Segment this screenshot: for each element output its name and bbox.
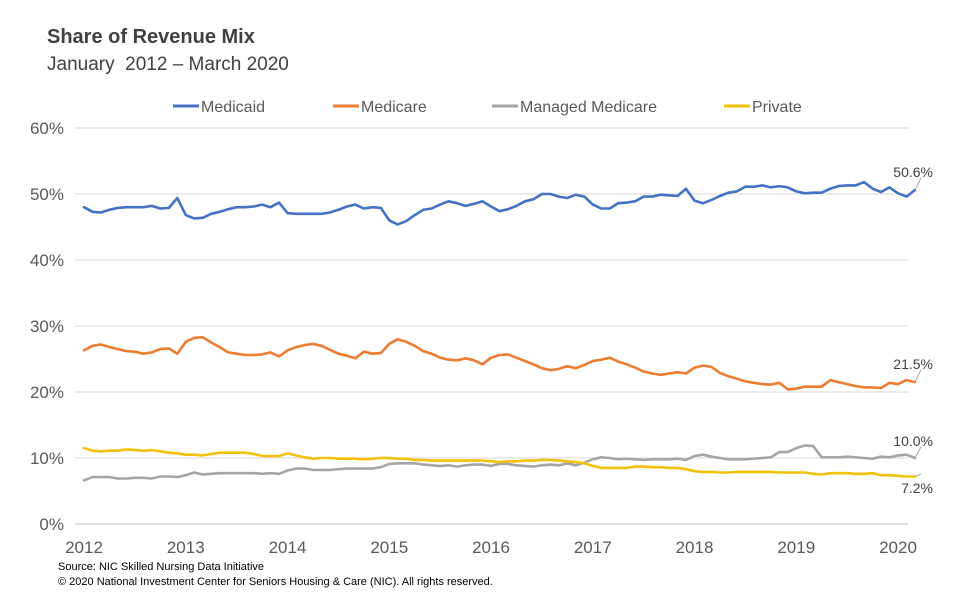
series-line-managed-medicare [82,444,917,482]
y-tick-label: 30% [30,317,64,336]
y-tick-label: 40% [30,251,64,270]
chart-title: Share of Revenue Mix [47,26,255,48]
y-tick-label: 10% [30,449,64,468]
legend-label: Private [752,99,802,116]
x-tick-label: 2013 [167,538,205,557]
y-tick-label: 20% [30,383,64,402]
legend-label: Managed Medicare [520,99,657,116]
series-line-private [82,446,917,478]
source-note: Source: NIC Skilled Nursing Data Initiat… [58,560,493,590]
x-tick-label: 2014 [269,538,307,557]
end-labels: 50.6% 21.5% 10.0% 7.2% [893,164,933,496]
series-line-medicaid [82,180,917,226]
end-value-label: 50.6% [893,164,933,180]
label-leader [914,369,922,383]
y-tick-label: 0% [39,515,64,534]
end-value-label: 7.2% [901,480,933,496]
end-value-label: 10.0% [893,433,933,449]
x-tick-label: 2016 [472,538,510,557]
x-tick-label: 2015 [370,538,408,557]
chart-subtitle: January 2012 – March 2020 [47,54,289,75]
y-tick-label: 60% [30,119,64,138]
legend-label: Medicare [361,99,427,116]
x-tick-label: 2019 [777,538,815,557]
legend-item: Medicaid [173,99,265,116]
label-leader [914,473,922,477]
series-line-medicare [82,335,917,391]
end-value-label: 21.5% [893,356,933,372]
legend-item: Managed Medicare [492,99,657,116]
x-tick-label: 2020 [879,538,917,557]
legend: Medicaid Medicare Managed Medicare Private [173,99,802,116]
x-axis-ticks: 2012 2013 2014 2015 2016 2017 2018 2019 2020 [65,538,917,557]
y-axis-ticks: 0% 10% 20% 30% 40% 50% 60% [30,119,64,534]
legend-item: Medicare [333,99,427,116]
source-text: Source: NIC Skilled Nursing Data Initiat… [58,561,265,573]
legend-label: Medicaid [201,99,265,116]
label-leader [914,177,922,191]
gridlines [75,127,908,525]
x-tick-label: 2017 [574,538,612,557]
x-tick-label: 2012 [65,538,103,557]
legend-item: Private [724,99,802,116]
series-lines [82,180,917,482]
x-tick-label: 2018 [676,538,714,557]
y-tick-label: 50% [30,185,64,204]
copyright-text: © 2020 National Investment Center for Se… [58,576,493,588]
label-leader [914,446,922,459]
